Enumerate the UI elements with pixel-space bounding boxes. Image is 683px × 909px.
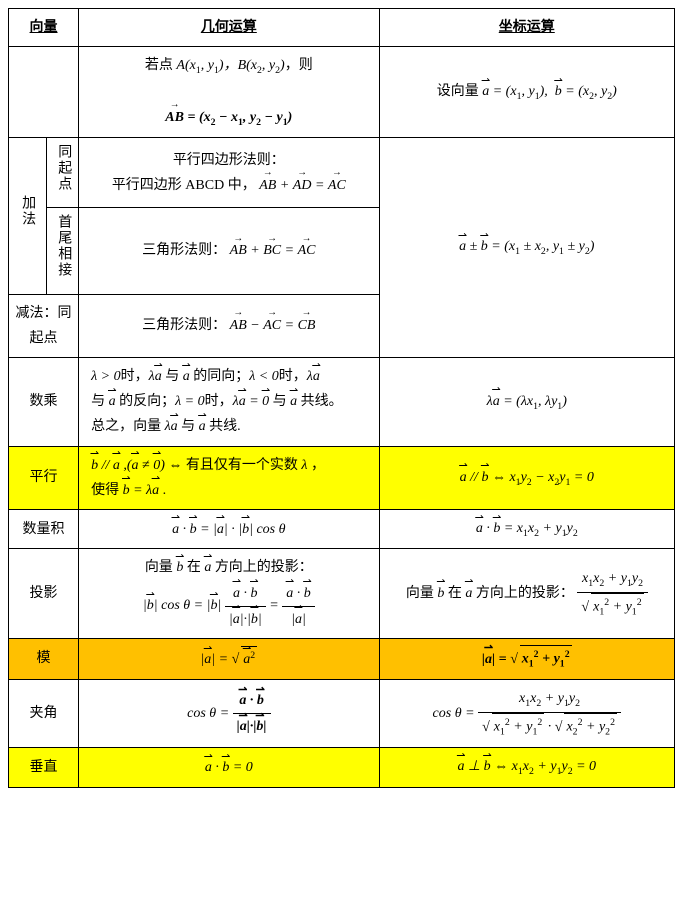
angle-row: 夹角 cos θ = a · b|a|·|b| cos θ = x1x2 + y… <box>9 679 675 748</box>
perpendicular-row: 垂直 a · b = 0 a ⊥ b ⇔ x1x2 + y1y2 = 0 <box>9 748 675 787</box>
intro-label <box>9 47 79 138</box>
parallel-row: 平行 b // a ,(a ≠ 0) ⇔ 有且仅有一个实数 λ ， 使得 b =… <box>9 446 675 509</box>
scalar-coord: λa = (λx1, λy1) <box>379 357 674 446</box>
scalar-geom: λ > 0时，λa 与 a 的同向；λ < 0时，λa 与 a 的反向；λ = … <box>79 357 379 446</box>
modulus-row: 模 |a| = a2 |a| = x12 + y12 <box>9 638 675 679</box>
dotproduct-label: 数量积 <box>9 509 79 548</box>
add-g1-eq: AB + AD = AC <box>259 178 346 193</box>
parallel-coord: a // b ⇔ x1y2 − x2y1 = 0 <box>379 446 674 509</box>
angle-geom: cos θ = a · b|a|·|b| <box>79 679 379 748</box>
addition-sub1-label: 同起点 <box>47 138 79 208</box>
perpendicular-coord: a ⊥ b ⇔ x1x2 + y1y2 = 0 <box>379 748 674 787</box>
sub-eq: AB − AC = CB <box>230 318 316 333</box>
modulus-label: 模 <box>9 638 79 679</box>
header-col4: 坐标运算 <box>379 9 674 47</box>
perp-coord-eq: a ⊥ b ⇔ x1x2 + y1y2 = 0 <box>457 759 596 774</box>
subtraction-geom: 三角形法则： AB − AC = CB <box>79 294 379 357</box>
addition-geom1: 平行四边形法则： 平行四边形 ABCD 中， AB + AD = AC <box>79 138 379 208</box>
intro-geom-eq: AB = (x2 − x1, y2 − y1) <box>165 110 292 125</box>
perpendicular-geom: a · b = 0 <box>79 748 379 787</box>
scalar-row: 数乘 λ > 0时，λa 与 a 的同向；λ < 0时，λa 与 a 的反向；λ… <box>9 357 675 446</box>
header-row: 向量 几何运算 坐标运算 <box>9 9 675 47</box>
subtraction-label: 减法：同起点 <box>9 294 79 357</box>
addition-geom2: 三角形法则： AB + BC = AC <box>79 208 379 294</box>
add-g2-eq: AB + BC = AC <box>230 243 316 258</box>
dot-coord-eq: a · b = x1x2 + y1y2 <box>476 521 578 536</box>
angle-geom-eq: cos θ = a · b|a|·|b| <box>187 706 270 721</box>
angle-coord: cos θ = x1x2 + y1y2 x12 + y12 · x22 + y2… <box>379 679 674 748</box>
vector-ops-table: 向量 几何运算 坐标运算 若点 A(x1, y1)，B(x2, y2)，则 AB… <box>8 8 675 788</box>
dot-geom-eq: a · b = |a| · |b| cos θ <box>172 522 285 537</box>
header-col1: 向量 <box>9 9 79 47</box>
par-coord-eq: a // b ⇔ x1y2 − x2y1 = 0 <box>460 470 594 485</box>
scalar-label: 数乘 <box>9 357 79 446</box>
intro-geom: 若点 A(x1, y1)，B(x2, y2)，则 AB = (x2 − x1, … <box>79 47 379 138</box>
angle-label: 夹角 <box>9 679 79 748</box>
dotproduct-coord: a · b = x1x2 + y1y2 <box>379 509 674 548</box>
dotproduct-geom: a · b = |a| · |b| cos θ <box>79 509 379 548</box>
modulus-geom: |a| = a2 <box>79 638 379 679</box>
projection-label: 投影 <box>9 549 79 639</box>
modulus-coord: |a| = x12 + y12 <box>379 638 674 679</box>
scalar-coord-eq: λa = (λx1, λy1) <box>487 394 567 409</box>
addition-label-text: 加法 <box>15 195 40 227</box>
intro-row: 若点 A(x1, y1)，B(x2, y2)，则 AB = (x2 − x1, … <box>9 47 675 138</box>
add-g2-l1: 三角形法则： <box>142 243 226 258</box>
add-g1-l2p: 平行四边形 ABCD 中， <box>112 178 256 193</box>
add-coord-eq: a ± b = (x1 ± x2, y1 ± y2) <box>459 239 594 254</box>
intro-coord-pre: 设向量 <box>437 84 479 99</box>
addition-sub1-text: 同起点 <box>51 144 76 192</box>
add-sub2-text: 首尾相接 <box>51 214 76 278</box>
addition-coord: a ± b = (x1 ± x2, y1 ± y2) <box>379 138 674 358</box>
intro-geom-pts: A(x1, y1)，B(x2, y2) <box>176 58 284 73</box>
parallel-geom: b // a ,(a ≠ 0) ⇔ 有且仅有一个实数 λ ， 使得 b = λa… <box>79 446 379 509</box>
mod-geom-eq: |a| = a2 <box>200 652 257 667</box>
parallel-label: 平行 <box>9 446 79 509</box>
addition-row1: 加法 同起点 平行四边形法则： 平行四边形 ABCD 中， AB + AD = … <box>9 138 675 208</box>
perp-geom-eq: a · b = 0 <box>205 760 253 775</box>
mod-coord-eq: |a| = x12 + y12 <box>482 652 572 667</box>
angle-coord-eq: cos θ = x1x2 + y1y2 x12 + y12 · x22 + y2… <box>433 706 621 721</box>
perpendicular-label: 垂直 <box>9 748 79 787</box>
projection-row: 投影 向量 b 在 a 方向上的投影： |b| cos θ = |b| a · … <box>9 549 675 639</box>
projection-geom: 向量 b 在 a 方向上的投影： |b| cos θ = |b| a · b|a… <box>79 549 379 639</box>
projection-coord: 向量 b 在 a 方向上的投影： x1x2 + y1y2 x12 + y12 <box>379 549 674 639</box>
intro-geom-t1: 若点 <box>145 58 173 73</box>
dotproduct-row: 数量积 a · b = |a| · |b| cos θ a · b = x1x2… <box>9 509 675 548</box>
proj-geom-eq: |b| cos θ = |b| a · b|a|·|b| = a · b|a| <box>143 598 315 613</box>
intro-coord: 设向量 a = (x1, y1), b = (x2, y2) <box>379 47 674 138</box>
addition-sub2-label: 首尾相接 <box>47 208 79 294</box>
addition-label: 加法 <box>9 138 47 294</box>
intro-coord-eq: a = (x1, y1), b = (x2, y2) <box>482 84 617 99</box>
header-col3: 几何运算 <box>79 9 379 47</box>
proj-coord-frac: x1x2 + y1y2 x12 + y12 <box>577 566 647 622</box>
sub-l1: 三角形法则： <box>142 318 226 333</box>
